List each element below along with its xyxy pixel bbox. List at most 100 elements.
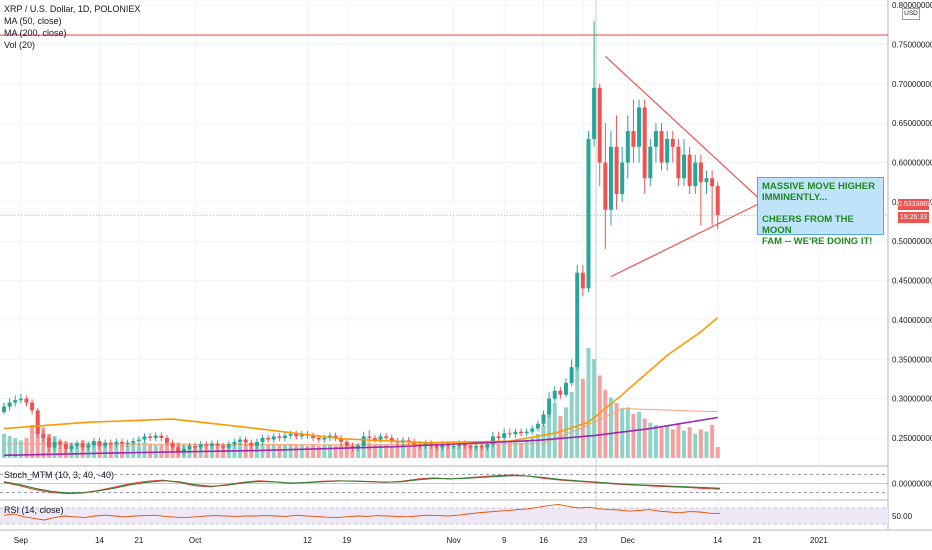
volume-bar — [451, 445, 456, 458]
volume-bar — [24, 438, 29, 458]
time-axis-label: Sep — [14, 536, 29, 545]
candle-body — [361, 436, 366, 446]
candle-body — [468, 445, 473, 448]
candle-body — [513, 431, 518, 435]
volume-bar — [2, 433, 6, 458]
candle-body — [687, 154, 692, 187]
candle-body — [277, 436, 282, 438]
candle-body — [603, 162, 608, 210]
volume-bar — [367, 442, 372, 458]
candle-body — [69, 445, 74, 449]
candle-body — [148, 436, 153, 438]
volume-bar — [316, 445, 321, 458]
volume-bar — [356, 444, 361, 458]
candle-body — [254, 441, 259, 446]
candle-body — [24, 398, 29, 403]
candle-body — [653, 131, 658, 147]
stoch-axis-label: 0.00000000 — [892, 480, 932, 489]
candle-body — [311, 435, 316, 438]
volume-bar — [541, 425, 546, 458]
volume-bar — [586, 348, 591, 458]
candle-body — [170, 442, 175, 448]
candle-body — [451, 445, 456, 447]
volume-bar — [322, 444, 327, 458]
candle-body — [75, 443, 80, 446]
volume-bar — [575, 364, 580, 458]
candle-body — [108, 442, 113, 445]
volume-bar — [519, 442, 524, 458]
volume-bar — [406, 445, 411, 458]
rsi-pane[interactable] — [0, 503, 888, 525]
volume-bar — [333, 445, 338, 458]
candle-body — [642, 107, 647, 179]
candle-body — [704, 178, 709, 183]
rsi-line — [3, 503, 721, 521]
volume-bar — [445, 444, 450, 458]
volume-bar — [384, 444, 389, 458]
triangle-lower-trendline — [610, 201, 763, 278]
candle-body — [238, 439, 243, 442]
volume-bar — [693, 433, 698, 458]
time-axis-label: 16 — [539, 536, 548, 545]
candle-body — [46, 437, 51, 448]
candle-body — [412, 441, 417, 445]
price-pane[interactable] — [0, 20, 888, 457]
annotation-callout[interactable]: MASSIVE MOVE HIGHER IMMINENTLY... CHEERS… — [757, 177, 884, 247]
candle-body — [710, 178, 715, 187]
candle-body — [496, 436, 501, 438]
candle-body — [120, 441, 125, 444]
candle-body — [378, 436, 383, 440]
candle-body — [294, 434, 299, 437]
candle-body — [524, 431, 529, 434]
candle-body — [462, 443, 467, 446]
candle-body — [507, 433, 512, 435]
volume-bar — [468, 444, 473, 458]
candle-body — [648, 146, 653, 179]
volume-bar — [547, 408, 552, 458]
stoch-slow-line — [3, 475, 721, 494]
volume-bar — [620, 408, 625, 458]
candle-body — [608, 146, 613, 210]
candle-body — [569, 367, 574, 383]
volume-bar — [372, 444, 377, 458]
candle-body — [243, 439, 248, 443]
volume-bar — [608, 397, 613, 458]
candle-body — [440, 444, 445, 448]
candle-body — [575, 272, 580, 368]
candle-body — [552, 390, 557, 399]
candle-body — [693, 162, 698, 187]
volume-bar — [434, 444, 439, 458]
ma50-legend[interactable]: MA (50, close) — [4, 16, 62, 26]
candle-body — [547, 398, 552, 415]
rsi-legend[interactable]: RSI (14, close) — [4, 505, 64, 515]
candle-body — [159, 435, 164, 438]
volume-bar — [288, 443, 293, 458]
volume-bar — [305, 445, 310, 458]
volume-bar — [665, 425, 670, 458]
candle-body — [384, 436, 389, 438]
candle-body — [164, 437, 169, 443]
drawings[interactable] — [0, 55, 888, 278]
candle-body — [266, 437, 271, 440]
volume-bar — [423, 444, 428, 458]
currency-badge[interactable]: USD — [902, 8, 920, 20]
volume-bar — [164, 442, 169, 458]
candle-body — [586, 138, 591, 289]
volume-bar — [339, 443, 344, 458]
chart-title[interactable]: XRP / U.S. Dollar, 1D, POLONIEX — [4, 4, 140, 14]
stoch-pane[interactable] — [0, 474, 888, 495]
volume-bar — [401, 444, 406, 458]
candle-body — [13, 400, 18, 403]
volume-legend[interactable]: Vol (20) — [4, 40, 35, 50]
ma200-legend[interactable]: MA (200, close) — [4, 28, 67, 38]
candle-body — [52, 441, 57, 448]
candle-body — [339, 437, 344, 442]
stoch-legend[interactable]: Stoch_MTM (10, 3, 40, -40) — [4, 470, 114, 480]
candle-body — [457, 443, 462, 446]
rsi-axis-label: 50.00 — [892, 512, 913, 521]
candle-body — [564, 382, 568, 395]
price-axis-label: 0.60000000 — [892, 159, 932, 168]
volume-bar — [479, 444, 484, 458]
time-axis-label: 14 — [713, 536, 722, 545]
